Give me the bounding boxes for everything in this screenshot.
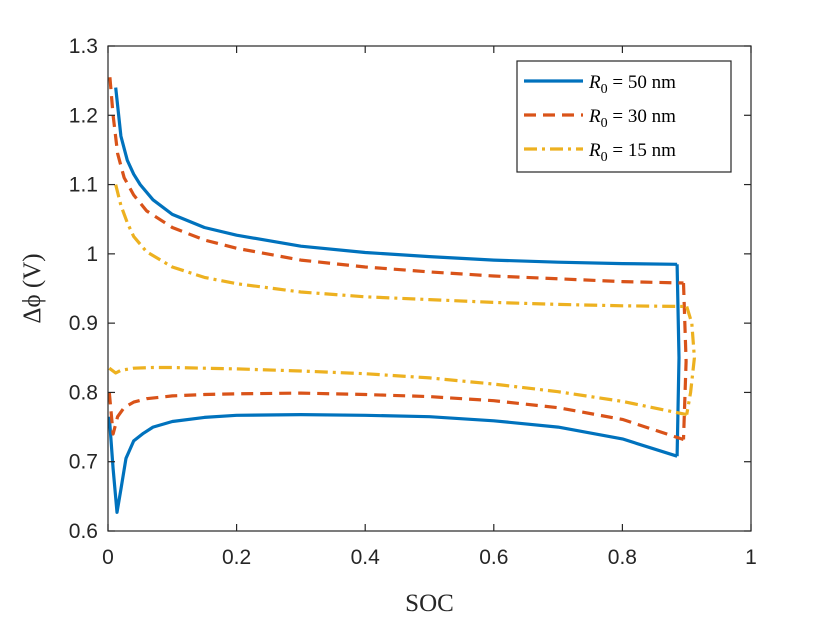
x-axis-title: SOC (405, 590, 454, 617)
legend-label-2: R0 = 30 nm (588, 106, 676, 131)
legend: R0 = 50 nm R0 = 30 nm R0 = 15 nm (516, 60, 732, 173)
series-3-upper-line (114, 184, 687, 309)
y-tick-label: 1 (86, 243, 98, 266)
y-tick-label: 0.9 (69, 312, 98, 335)
y-tick-label: 0.7 (69, 451, 98, 474)
y-tick-label: 0.8 (69, 381, 98, 404)
x-tick-label: 0.6 (479, 546, 508, 569)
y-tick-label: 1.2 (69, 104, 98, 127)
series-3-lower-line (108, 365, 688, 417)
y-tick-label: 0.6 (69, 520, 98, 543)
y-axis-title: Δϕ (V) (19, 253, 46, 323)
series-1-upper-line (114, 87, 678, 266)
x-tick-label: 0.2 (222, 546, 251, 569)
legend-label-3: R0 = 15 nm (588, 140, 676, 165)
legend-label-1: R0 = 50 nm (588, 72, 676, 97)
series-1-lower-line (108, 413, 678, 514)
series-3-edge-line (685, 306, 697, 415)
x-tick-label: 0.4 (351, 546, 381, 569)
x-tick-label: 0.8 (608, 546, 637, 569)
x-tick-label: 0 (102, 546, 114, 569)
axes-box (107, 45, 752, 532)
series-1-edge-line (675, 264, 681, 457)
y-tick-label: 1.1 (69, 174, 98, 197)
series-1 (108, 87, 681, 514)
y-tick-label: 1.3 (69, 35, 98, 58)
x-axis-ticks: 0 0.2 0.4 0.6 0.8 1 (102, 46, 757, 569)
x-tick-label: 1 (745, 546, 757, 569)
series-2-edge-line (681, 282, 688, 440)
series-layer (108, 77, 697, 514)
series-2 (108, 77, 688, 442)
series-3 (108, 184, 697, 417)
series-2-lower-line (108, 391, 684, 442)
y-axis-ticks: 0.6 0.7 0.8 0.9 1 1.1 1.2 1.3 (69, 35, 751, 543)
